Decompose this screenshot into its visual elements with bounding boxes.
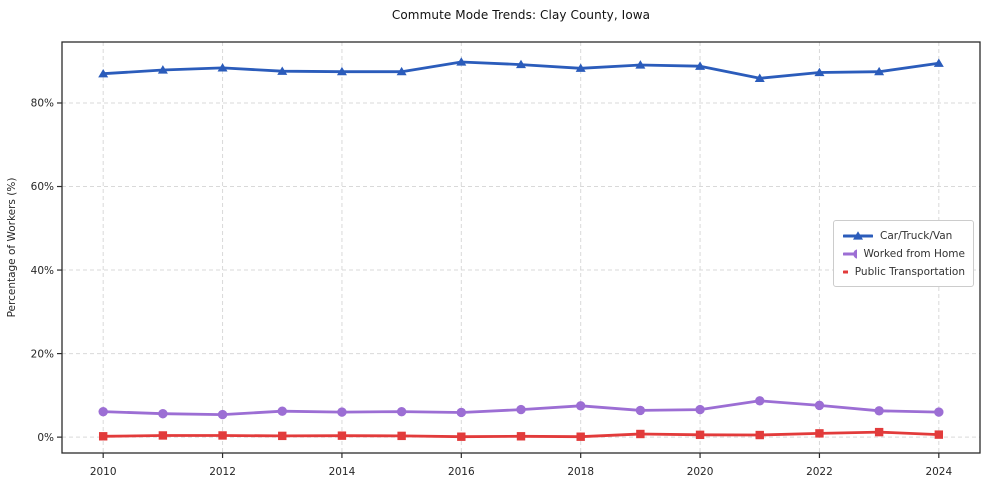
x-tick-label: 2018 <box>567 466 594 478</box>
marker-circle <box>814 400 825 411</box>
x-tick-label: 2022 <box>806 466 833 478</box>
marker-triangle <box>217 63 228 72</box>
marker-square <box>278 431 287 441</box>
y-tick-label: 40% <box>31 265 54 277</box>
tick-labels: 0% 20% 40% 60% 80% 2010 2012 2014 2016 2018 2020 20… <box>31 98 953 478</box>
marker-circle <box>516 404 526 415</box>
marker-circle <box>396 406 407 417</box>
marker-circle <box>217 409 228 420</box>
legend-swatch-square-icon <box>843 270 848 273</box>
y-tick-label: 80% <box>31 98 54 110</box>
marker-triangle <box>336 66 347 76</box>
marker-circle <box>635 405 646 416</box>
marker-square <box>158 431 168 440</box>
marker-circle <box>575 401 586 411</box>
marker-circle <box>934 407 944 417</box>
series-worked-from-home <box>98 396 944 420</box>
marker-circle <box>874 406 884 416</box>
x-tick-label: 2014 <box>329 466 356 478</box>
series-public-transportation <box>98 427 944 441</box>
marker-square <box>874 427 884 437</box>
y-tick-label: 60% <box>31 181 54 193</box>
marker-circle <box>98 406 108 417</box>
legend-label: Public Transportation <box>854 265 965 278</box>
marker-circle <box>277 406 287 416</box>
marker-square <box>337 431 347 440</box>
x-tick-label: 2024 <box>925 466 952 478</box>
marker-triangle <box>516 59 526 69</box>
axes <box>57 41 981 458</box>
marker-circle <box>158 409 168 419</box>
marker-square <box>218 431 227 440</box>
legend-item-public-transportation: Public Transportation <box>843 263 965 280</box>
legend: Car/Truck/Van Worked from Home Public Tr… <box>833 220 974 287</box>
marker-circle <box>695 404 705 415</box>
marker-triangle <box>933 58 944 67</box>
y-tick-label: 20% <box>31 348 54 360</box>
marker-triangle <box>853 230 863 240</box>
marker-triangle <box>456 57 467 66</box>
marker-square <box>636 429 645 439</box>
marker-circle <box>456 407 467 418</box>
marker-triangle <box>396 66 407 76</box>
marker-circle <box>337 407 347 417</box>
marker-triangle <box>575 63 586 72</box>
marker-triangle <box>814 67 825 77</box>
data-series <box>98 57 944 441</box>
x-tick-label: 2020 <box>687 466 714 478</box>
series-car-truck-van <box>98 57 944 82</box>
marker-circle <box>755 396 765 406</box>
marker-square <box>695 430 705 440</box>
marker-square <box>457 432 466 441</box>
marker-triangle <box>754 73 765 82</box>
legend-item-car-truck-van: Car/Truck/Van <box>843 227 965 244</box>
marker-square <box>576 432 585 441</box>
marker-square <box>516 432 526 441</box>
y-axis-label: Percentage of Workers (%) <box>6 178 18 318</box>
marker-triangle <box>98 68 109 78</box>
legend-label: Car/Truck/Van <box>880 229 953 242</box>
marker-square <box>397 431 406 441</box>
marker-square <box>98 432 108 441</box>
chart-title: Commute Mode Trends: Clay County, Iowa <box>391 8 651 22</box>
legend-swatch-circle-icon <box>843 249 857 258</box>
x-tick-label: 2016 <box>448 466 475 478</box>
legend-label: Worked from Home <box>863 247 965 260</box>
marker-triangle <box>157 65 168 74</box>
legend-item-worked-from-home: Worked from Home <box>843 245 965 262</box>
marker-square <box>934 430 944 439</box>
marker-triangle <box>277 66 288 75</box>
x-tick-label: 2010 <box>90 466 117 478</box>
marker-triangle <box>874 66 885 76</box>
x-tick-label: 2012 <box>209 466 236 478</box>
marker-triangle <box>695 61 706 70</box>
marker-triangle <box>635 60 646 69</box>
legend-swatch-triangle-icon <box>843 230 873 240</box>
gridlines <box>62 42 980 453</box>
marker-square <box>755 430 764 440</box>
marker-square <box>815 429 824 438</box>
plot-border <box>61 41 981 454</box>
marker-circle <box>853 249 857 258</box>
y-tick-label: 0% <box>37 432 54 444</box>
